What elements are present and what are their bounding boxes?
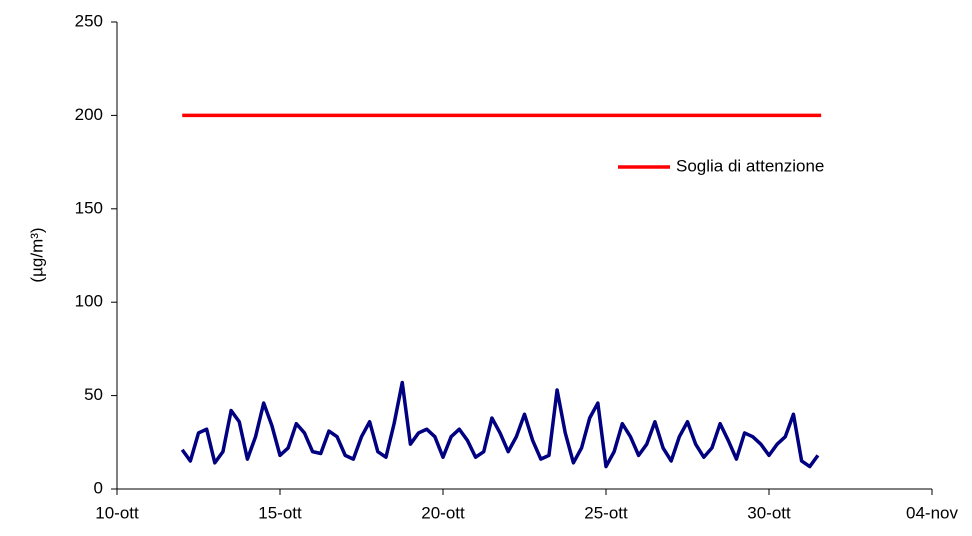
y-tick-label: 200	[75, 105, 103, 124]
legend-label: Soglia di attenzione	[676, 156, 824, 175]
y-axis-label: (µg/m³)	[27, 227, 46, 282]
y-tick-label: 0	[94, 478, 103, 497]
y-tick-label: 150	[75, 198, 103, 217]
y-tick-label: 50	[84, 385, 103, 404]
y-tick-label: 100	[75, 292, 103, 311]
x-tick-label: 30-ott	[747, 503, 791, 522]
data-line	[180, 380, 820, 469]
x-tick-label: 20-ott	[421, 503, 465, 522]
x-tick-label: 04-nov	[906, 503, 958, 522]
y-tick-label: 250	[75, 11, 103, 30]
x-tick-label: 10-ott	[95, 503, 139, 522]
x-tick-label: 25-ott	[584, 503, 628, 522]
x-tick-label: 15-ott	[258, 503, 302, 522]
